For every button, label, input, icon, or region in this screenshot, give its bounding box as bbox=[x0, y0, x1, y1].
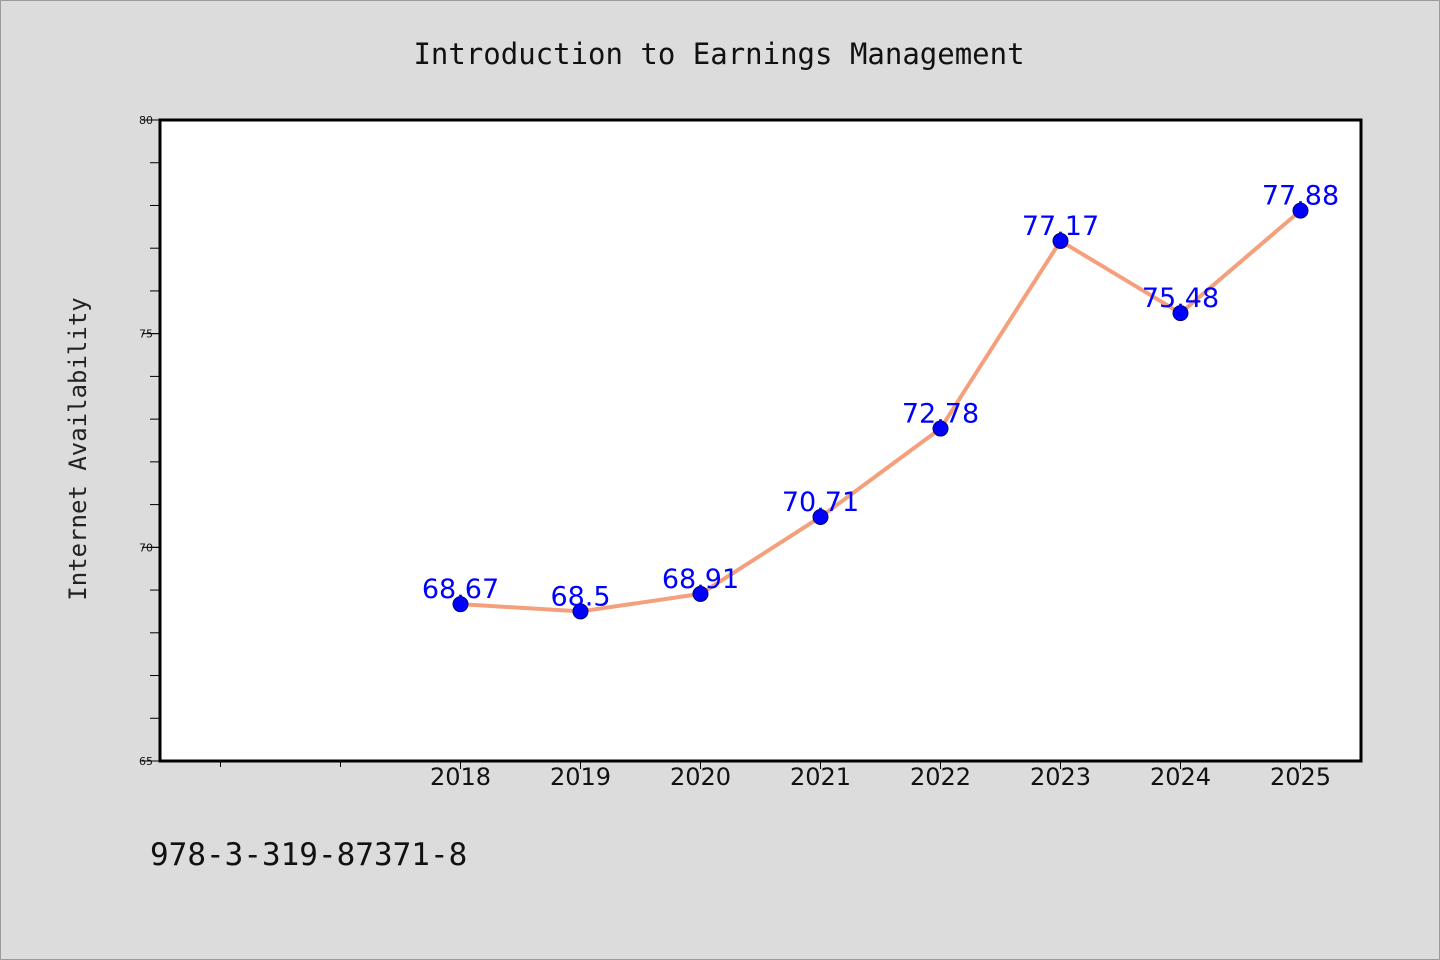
x-tick-label: 2022 bbox=[910, 763, 971, 791]
y-tick-label: 70 bbox=[139, 541, 153, 554]
data-label: 68.5 bbox=[550, 581, 610, 612]
data-point bbox=[1172, 305, 1189, 322]
data-label: 77.88 bbox=[1262, 181, 1339, 212]
data-point bbox=[932, 420, 949, 437]
data-markers bbox=[452, 202, 1309, 620]
data-label: 68.67 bbox=[422, 574, 499, 605]
series-line bbox=[460, 209, 1302, 614]
data-point bbox=[1292, 202, 1309, 219]
x-tick-label: 2024 bbox=[1150, 763, 1211, 791]
data-label: 75.48 bbox=[1142, 283, 1219, 314]
y-tick-label: 65 bbox=[139, 755, 153, 768]
x-tick-label: 2023 bbox=[1030, 763, 1091, 791]
x-tick-label: 2025 bbox=[1270, 763, 1331, 791]
chart-title: Introduction to Earnings Management bbox=[413, 37, 1024, 71]
x-tick-label: 2018 bbox=[430, 763, 491, 791]
y-axis-ticks: 65 70 75 80 bbox=[139, 114, 160, 768]
data-label: 72.78 bbox=[902, 399, 979, 430]
x-tick-label: 2019 bbox=[550, 763, 611, 791]
data-point bbox=[572, 603, 589, 620]
data-label: 68.91 bbox=[662, 564, 739, 595]
y-axis-label: Internet Availability bbox=[64, 297, 92, 600]
data-labels: 68.67 68.5 68.91 70.71 72.78 77.17 75.48 77.88 bbox=[422, 181, 1339, 613]
data-point bbox=[452, 596, 469, 613]
y-tick-label: 80 bbox=[139, 114, 153, 127]
plot-frame bbox=[158, 118, 1363, 763]
data-point bbox=[1052, 232, 1069, 249]
data-label: 77.17 bbox=[1022, 211, 1099, 242]
x-tick-label: 2021 bbox=[790, 763, 851, 791]
y-tick-label: 75 bbox=[139, 328, 153, 341]
data-point bbox=[692, 585, 709, 602]
x-axis-ticks: 2018 2019 2020 2021 2022 2023 2024 2025 bbox=[430, 761, 1331, 791]
data-label: 70.71 bbox=[782, 487, 859, 518]
data-point bbox=[812, 508, 829, 525]
plot-area bbox=[160, 120, 1361, 761]
isbn-text: 978-3-319-87371-8 bbox=[150, 837, 467, 873]
x-tick-label: 2020 bbox=[670, 763, 731, 791]
